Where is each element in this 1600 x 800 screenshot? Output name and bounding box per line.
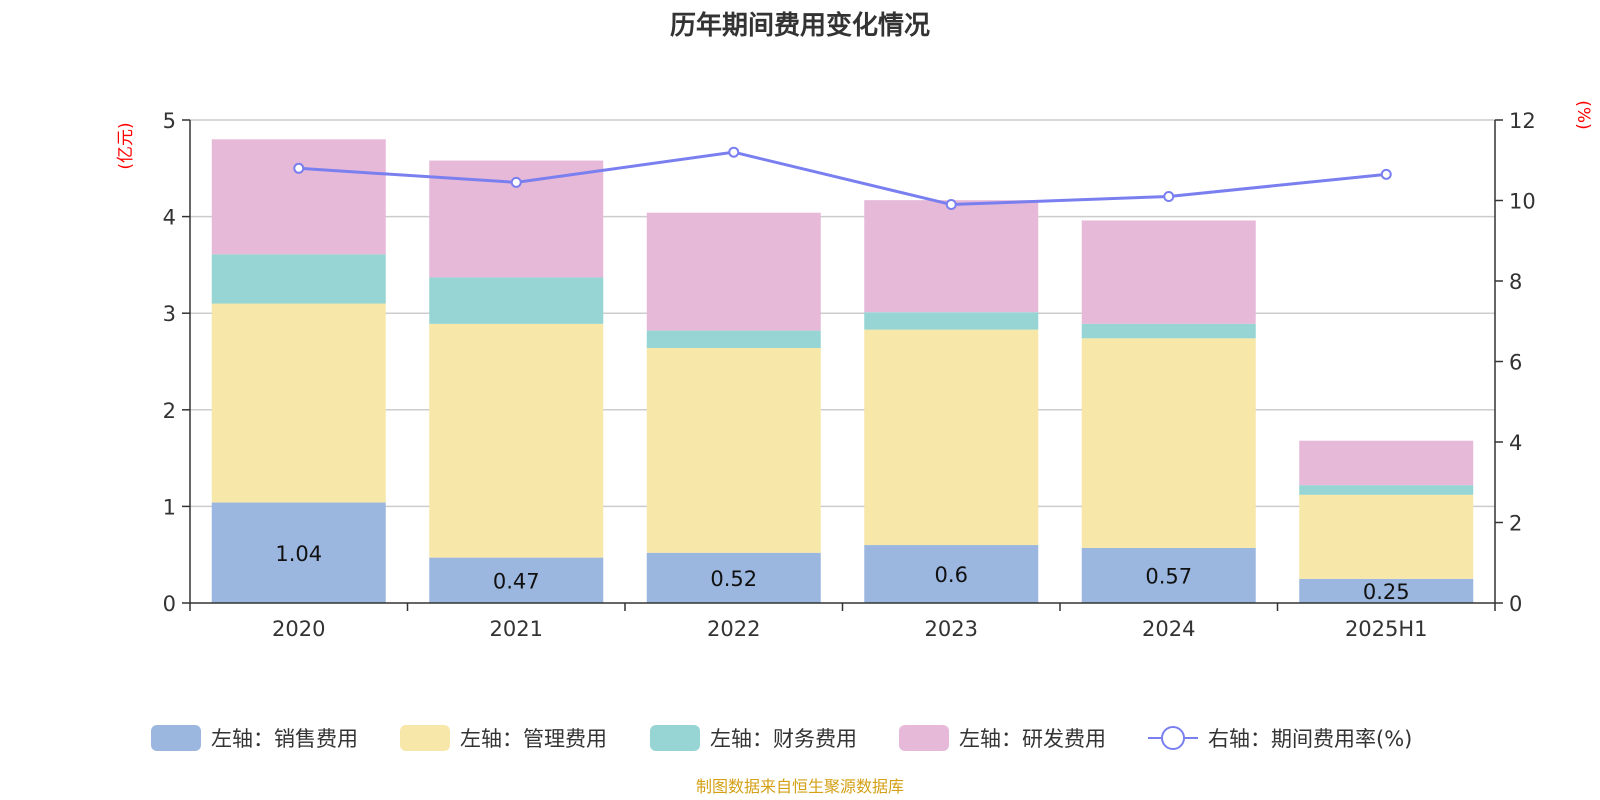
bar-value-label: 1.04 — [275, 542, 322, 566]
left-axis-tick-label: 1 — [163, 495, 176, 519]
legend: 左轴：销售费用 左轴：管理费用 左轴：财务费用 左轴：研发费用 右轴：期间费用率(%) — [151, 725, 1412, 751]
x-axis-tick-label: 2022 — [707, 617, 760, 641]
bar-segment — [646, 347, 821, 553]
legend-swatch — [400, 725, 450, 751]
bar-segment — [1081, 323, 1256, 339]
x-axis-tick-label: 2025H1 — [1345, 617, 1428, 641]
left-axis-tick-label: 2 — [163, 399, 176, 423]
right-axis-tick-label: 12 — [1509, 109, 1536, 133]
rate-point — [1380, 168, 1392, 180]
bar-segment — [429, 277, 604, 324]
bar-segment — [1299, 440, 1474, 486]
legend-swatch — [650, 725, 700, 751]
rate-point — [1163, 190, 1175, 202]
bar-segment — [211, 303, 386, 503]
bar-segment — [864, 200, 1039, 313]
bar-segment — [864, 329, 1039, 546]
bar-segment — [1081, 338, 1256, 548]
right-axis-tick-label: 0 — [1509, 592, 1522, 616]
bar-segment — [646, 552, 821, 603]
left-axis-tick-label: 3 — [163, 302, 176, 326]
legend-swatch — [151, 725, 201, 751]
bar-value-label: 0.47 — [493, 569, 540, 593]
right-axis-tick-label: 10 — [1509, 190, 1536, 214]
data-source-note: 制图数据来自恒生聚源数据库 — [696, 777, 904, 796]
bar-segment — [646, 330, 821, 348]
bar-segment — [211, 502, 386, 603]
x-axis-tick-label: 2024 — [1142, 617, 1195, 641]
legend-label: 左轴：管理费用 — [460, 727, 607, 751]
bar-segment — [429, 557, 604, 603]
bar-segment — [646, 212, 821, 331]
legend-label: 左轴：研发费用 — [959, 727, 1106, 751]
legend-swatch — [899, 725, 949, 751]
right-axis-tick-label: 6 — [1509, 351, 1522, 375]
x-axis-tick-label: 2021 — [490, 617, 543, 641]
bar-segment — [1299, 485, 1474, 495]
grid-lines — [190, 119, 1495, 508]
legend-label: 左轴：销售费用 — [211, 727, 358, 751]
bar-segment — [211, 139, 386, 255]
rate-point — [945, 199, 957, 211]
bar-segment — [864, 312, 1039, 330]
rate-point — [293, 162, 305, 174]
left-axis-tick-label: 5 — [163, 109, 176, 133]
legend-label: 右轴：期间费用率(%) — [1208, 727, 1412, 751]
left-axis-unit: (亿元) — [116, 122, 136, 169]
data-labels: 1.04 0.47 0.52 0.6 0.57 0.25 — [275, 542, 1409, 604]
bar-segment — [429, 323, 604, 558]
chart-title: 历年期间费用变化情况 — [670, 10, 930, 41]
x-axis-tick-label: 2020 — [272, 617, 325, 641]
rate-line-path — [298, 150, 1387, 207]
bars — [211, 139, 1474, 603]
right-axis-tick-label: 2 — [1509, 512, 1522, 536]
bar-segment — [1081, 547, 1256, 603]
bar-segment — [864, 545, 1039, 603]
bar-segment — [1299, 494, 1474, 579]
rate-point — [728, 146, 740, 158]
right-axis-tick-label: 4 — [1509, 431, 1522, 455]
bar-segment — [1299, 578, 1474, 603]
right-axis-tick-label: 8 — [1509, 270, 1522, 294]
legend-label: 左轴：财务费用 — [710, 727, 857, 751]
right-axis-unit: (%) — [1573, 100, 1593, 129]
rate-line — [293, 146, 1392, 211]
bar-value-label: 0.57 — [1145, 564, 1192, 588]
left-axis-tick-label: 0 — [163, 592, 176, 616]
bar-segment — [1081, 220, 1256, 324]
left-axis-tick-label: 4 — [163, 206, 176, 230]
bar-segment — [211, 254, 386, 304]
rate-point — [510, 176, 522, 188]
x-axis-tick-label: 2023 — [925, 617, 978, 641]
bar-value-label: 0.25 — [1363, 580, 1410, 604]
legend-marker — [1161, 726, 1185, 750]
bar-value-label: 0.52 — [710, 567, 757, 591]
bar-value-label: 0.6 — [935, 563, 968, 587]
